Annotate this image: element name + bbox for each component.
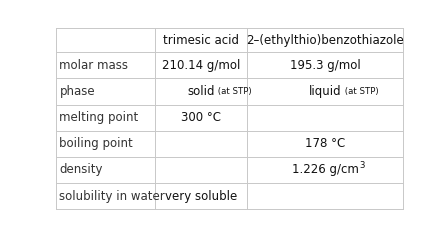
Text: trimesic acid: trimesic acid: [163, 34, 239, 47]
Text: molar mass: molar mass: [60, 59, 129, 72]
Text: (at STP): (at STP): [343, 87, 379, 96]
Text: 2–(ethylthio)benzothiazole: 2–(ethylthio)benzothiazole: [246, 34, 404, 47]
Text: 178 °C: 178 °C: [305, 137, 345, 150]
Text: solubility in water: solubility in water: [60, 190, 165, 203]
Text: very soluble: very soluble: [165, 190, 237, 203]
Text: 3: 3: [359, 161, 365, 170]
Text: phase: phase: [60, 85, 95, 98]
Text: 210.14 g/mol: 210.14 g/mol: [162, 59, 240, 72]
Text: liquid: liquid: [309, 85, 341, 98]
Text: melting point: melting point: [60, 111, 139, 124]
Text: density: density: [60, 164, 103, 176]
Text: (at STP): (at STP): [216, 87, 252, 96]
Text: solid: solid: [187, 85, 215, 98]
Text: 195.3 g/mol: 195.3 g/mol: [290, 59, 361, 72]
Text: 1.226 g/cm: 1.226 g/cm: [292, 164, 358, 176]
Text: 300 °C: 300 °C: [181, 111, 221, 124]
Text: boiling point: boiling point: [60, 137, 133, 150]
